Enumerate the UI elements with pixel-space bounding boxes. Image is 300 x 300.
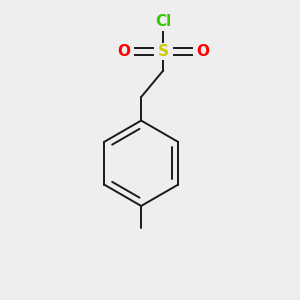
Text: Cl: Cl: [155, 14, 171, 29]
Text: O: O: [117, 44, 130, 59]
Text: S: S: [158, 44, 169, 59]
Text: O: O: [196, 44, 209, 59]
